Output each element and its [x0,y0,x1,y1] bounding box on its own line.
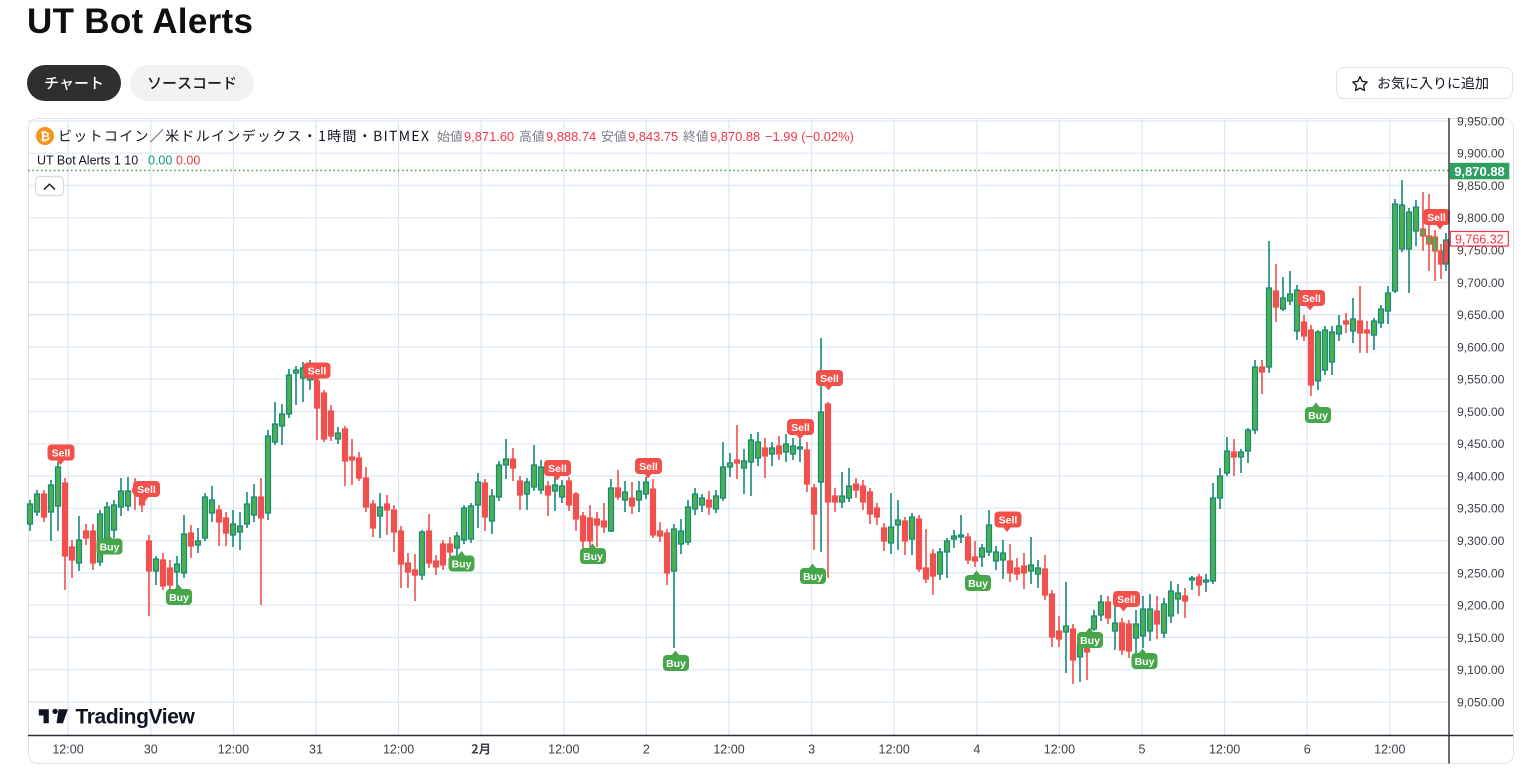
svg-text:9,150.00: 9,150.00 [1457,631,1505,645]
svg-text:9,870.88: 9,870.88 [1454,164,1505,179]
svg-text:12:00: 12:00 [218,743,249,757]
svg-text:Sell: Sell [1302,293,1321,305]
svg-text:Sell: Sell [308,366,327,378]
svg-text:Sell: Sell [1117,594,1136,606]
svg-text:−1.99 (−0.02%): −1.99 (−0.02%) [765,129,854,144]
svg-text:2: 2 [643,743,650,757]
svg-text:9,050.00: 9,050.00 [1457,695,1505,709]
svg-text:12:00: 12:00 [1044,743,1075,757]
svg-text:31: 31 [309,743,323,757]
svg-text:6: 6 [1304,743,1311,757]
svg-text:TradingView: TradingView [76,706,196,729]
svg-text:Sell: Sell [791,422,810,434]
svg-text:30: 30 [144,743,158,757]
svg-text:Buy: Buy [1135,656,1155,668]
svg-text:9,750.00: 9,750.00 [1457,244,1505,258]
svg-text:9,700.00: 9,700.00 [1457,276,1505,290]
svg-text:9,300.00: 9,300.00 [1457,534,1505,548]
svg-text:9,766.32: 9,766.32 [1455,232,1504,246]
svg-text:5: 5 [1139,743,1146,757]
svg-text:9,871.60: 9,871.60 [464,129,514,144]
svg-text:9,550.00: 9,550.00 [1457,373,1505,387]
svg-text:9,400.00: 9,400.00 [1457,470,1505,484]
svg-text:Sell: Sell [52,448,71,460]
svg-text:9,950.00: 9,950.00 [1457,114,1505,128]
svg-text:Buy: Buy [803,571,823,583]
svg-text:12:00: 12:00 [383,743,414,757]
svg-text:0.00: 0.00 [148,154,172,168]
svg-text:12:00: 12:00 [52,743,83,757]
svg-text:9,200.00: 9,200.00 [1457,599,1505,613]
svg-text:9,800.00: 9,800.00 [1457,211,1505,225]
svg-text:9,250.00: 9,250.00 [1457,566,1505,580]
svg-text:Buy: Buy [666,658,686,670]
svg-text:₿: ₿ [40,130,50,144]
svg-text:0.00: 0.00 [176,154,200,168]
svg-text:Sell: Sell [548,463,567,475]
svg-text:Sell: Sell [639,461,658,473]
svg-text:9,843.75: 9,843.75 [628,129,678,144]
svg-text:9,600.00: 9,600.00 [1457,340,1505,354]
svg-text:9,450.00: 9,450.00 [1457,437,1505,451]
svg-text:9,500.00: 9,500.00 [1457,405,1505,419]
svg-text:Buy: Buy [968,578,988,590]
svg-text:Buy: Buy [583,551,603,563]
svg-text:12:00: 12:00 [713,743,744,757]
svg-text:Sell: Sell [1427,212,1446,224]
svg-text:12:00: 12:00 [1209,743,1240,757]
svg-text:12:00: 12:00 [1374,743,1405,757]
svg-text:Buy: Buy [100,542,120,554]
svg-text:12:00: 12:00 [879,743,910,757]
svg-text:Sell: Sell [999,515,1018,527]
svg-text:9,850.00: 9,850.00 [1457,179,1505,193]
svg-text:9,888.74: 9,888.74 [546,129,596,144]
svg-text:12:00: 12:00 [548,743,579,757]
svg-text:Sell: Sell [137,484,156,496]
svg-text:Buy: Buy [1080,635,1100,647]
svg-text:3: 3 [808,743,815,757]
svg-text:9,100.00: 9,100.00 [1457,663,1505,677]
svg-text:Buy: Buy [452,559,472,571]
svg-text:Buy: Buy [169,592,189,604]
svg-text:4: 4 [973,743,980,757]
svg-text:Sell: Sell [820,373,839,385]
svg-text:UT Bot Alerts 1 10: UT Bot Alerts 1 10 [37,154,138,168]
svg-text:9,870.88: 9,870.88 [710,129,760,144]
svg-text:9,650.00: 9,650.00 [1457,308,1505,322]
svg-text:9,350.00: 9,350.00 [1457,502,1505,516]
svg-text:Buy: Buy [1308,410,1328,422]
svg-text:9,900.00: 9,900.00 [1457,147,1505,161]
